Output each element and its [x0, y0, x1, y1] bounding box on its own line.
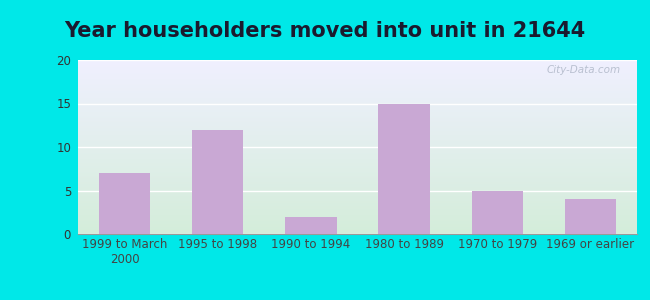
- Bar: [192, 130, 243, 234]
- Bar: [472, 190, 523, 234]
- Text: City-Data.com: City-Data.com: [546, 65, 620, 75]
- Text: Year householders moved into unit in 21644: Year householders moved into unit in 216…: [64, 21, 586, 41]
- Bar: [565, 199, 616, 234]
- Bar: [99, 173, 150, 234]
- Bar: [285, 217, 337, 234]
- Bar: [378, 103, 430, 234]
